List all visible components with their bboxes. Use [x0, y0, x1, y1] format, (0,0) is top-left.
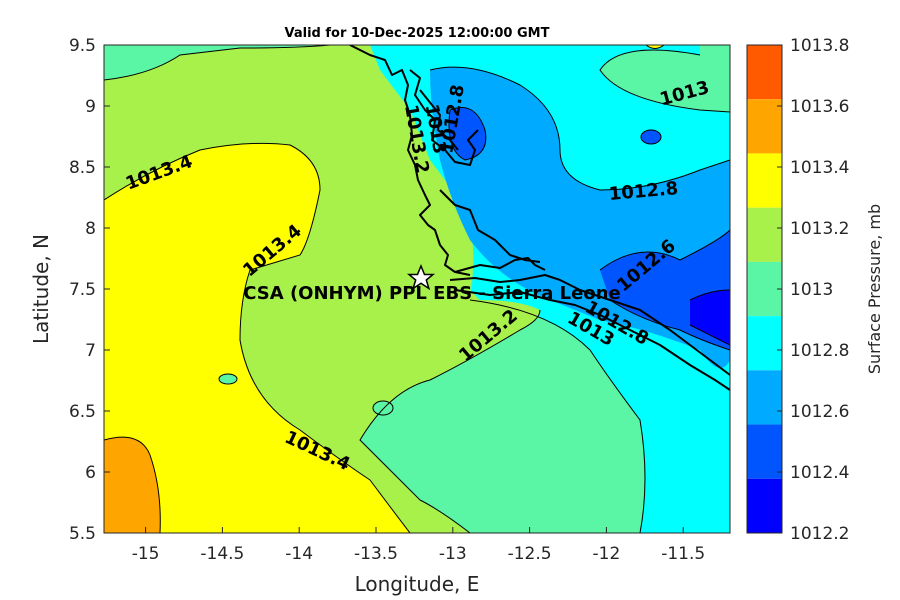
station-marker: CSA (ONHYM) PPL EBS - Sierra Leone [243, 264, 621, 304]
colorbar: 1013.8 1013.6 1013.4 1013.2 1013 1012.8 1012.6… [746, 36, 849, 544]
colorbar-segment [747, 424, 782, 479]
y-axis: 9.5 9 8.5 8 7.5 7 6.5 6 5.5 Latitude, N [29, 36, 110, 544]
x-tick-label: -11.5 [661, 544, 705, 564]
colorbar-tick-label: 1012.6 [790, 402, 849, 422]
x-axis-label: Longitude, E [355, 572, 480, 596]
colorbar-tick-label: 1013.8 [790, 36, 849, 56]
x-tick-label: -12 [593, 544, 621, 564]
colorbar-tick-label: 1012.4 [790, 463, 849, 483]
colorbar-segment [747, 45, 782, 100]
y-tick-label: 7.5 [69, 280, 96, 300]
colorbar-segment [747, 370, 782, 425]
x-tick-label: -15 [132, 544, 160, 564]
station-label: CSA (ONHYM) PPL EBS - Sierra Leone [243, 283, 620, 304]
region-1012-2 [690, 290, 730, 345]
y-tick-label: 5.5 [69, 524, 96, 544]
y-tick-label: 9.5 [69, 36, 96, 56]
y-tick-label: 6 [85, 463, 96, 483]
colorbar-segment [747, 207, 782, 262]
y-tick-label: 6.5 [69, 402, 96, 422]
y-axis-label: Latitude, N [29, 234, 53, 344]
colorbar-segment [747, 478, 782, 533]
small-patch-1013 [218, 373, 238, 385]
x-tick-label: -12.5 [508, 544, 552, 564]
x-axis: -15 -14.5 -14 -13.5 -13 -12.5 -12 -11.5 … [132, 527, 705, 596]
y-tick-label: 9 [85, 97, 96, 117]
x-tick-label: -13.5 [354, 544, 398, 564]
colorbar-segment [747, 99, 782, 154]
region-1013-6 [104, 437, 161, 533]
colorbar-tick-label: 1012.8 [790, 341, 849, 361]
colorbar-tick-label: 1013.4 [790, 158, 849, 178]
colorbar-tick-label: 1013.2 [790, 219, 849, 239]
x-tick-label: -13 [439, 544, 467, 564]
colorbar-tick-label: 1013.6 [790, 97, 849, 117]
colorbar-segment [747, 316, 782, 371]
region-1013-4 [104, 143, 410, 533]
x-tick-label: -14.5 [200, 544, 244, 564]
small-patch-1013 [372, 400, 394, 416]
pressure-field [104, 45, 730, 533]
x-tick-label: -14 [285, 544, 313, 564]
y-tick-label: 8 [85, 219, 96, 239]
colorbar-segment [747, 261, 782, 317]
y-tick-label: 7 [85, 341, 96, 361]
colorbar-tick-label: 1012.2 [790, 524, 849, 544]
colorbar-title: Surface Pressure, mb [865, 204, 884, 374]
map-title: Valid for 10-Dec-2025 12:00:00 GMT [285, 26, 550, 41]
colorbar-segment [747, 153, 782, 208]
colorbar-tick-label: 1013 [790, 280, 833, 300]
star-icon [406, 264, 436, 291]
y-tick-label: 8.5 [69, 158, 96, 178]
coastline [349, 45, 730, 391]
small-patch-1012-4 [640, 129, 662, 145]
region-1012-4 [449, 107, 730, 350]
